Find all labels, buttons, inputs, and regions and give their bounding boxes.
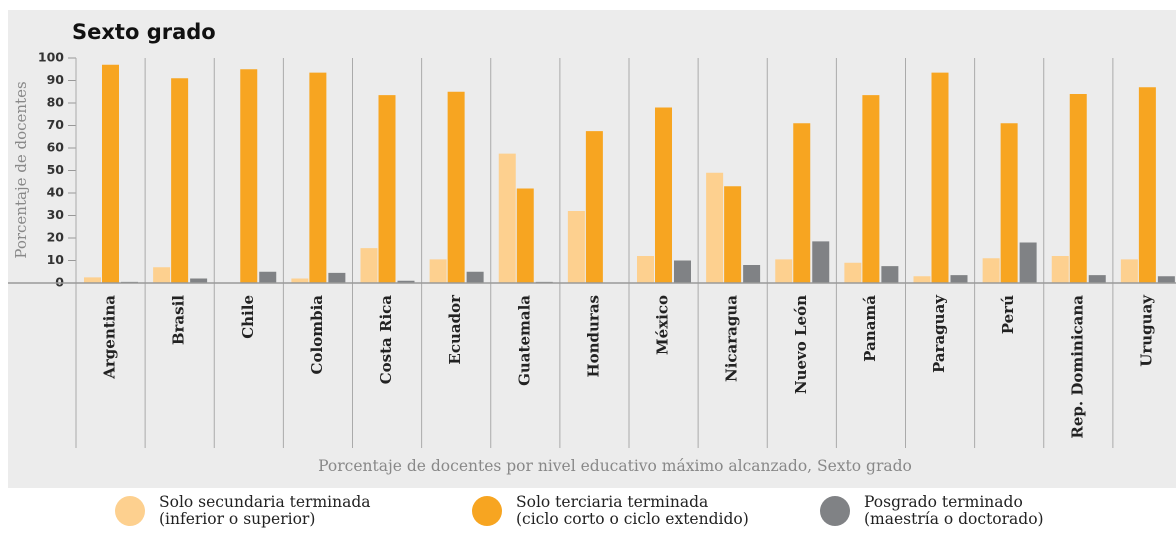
x-tick-label: Paraguay [930,294,948,373]
x-tick-label: Argentina [101,295,119,380]
x-tick-label: Guatemala [515,295,533,386]
legend-swatch [820,496,850,526]
bar [655,107,672,283]
x-tick-label: Perú [999,295,1017,334]
bar [1000,123,1018,283]
bar [982,258,1000,283]
y-tick-label: 90 [47,72,65,87]
bar [706,172,724,283]
bar [637,256,654,283]
y-tick-label: 70 [47,117,65,132]
bar [793,123,811,283]
bar [743,265,761,283]
x-tick-label: Rep. Dominicana [1068,295,1086,439]
y-tick-label: 80 [47,95,65,110]
x-axis-label: Porcentaje de docentes por nivel educati… [318,457,912,475]
bar [844,262,862,283]
x-tick-label: Ecuador [446,294,464,365]
bar [1069,94,1087,283]
legend-swatch [115,496,145,526]
y-tick-label: 20 [47,230,65,245]
bar [447,91,465,283]
bar [309,72,327,283]
y-tick-label: 10 [47,252,65,267]
legend-label: Posgrado terminado (maestría o doctorado… [864,493,1044,528]
y-tick-label: 40 [47,185,65,200]
bar [775,259,793,283]
bar [567,211,585,283]
x-tick-label: Nuevo León [792,295,810,394]
bar [724,186,742,283]
bar [259,271,277,283]
bar [102,64,119,283]
legend-item: Solo terciaria terminada (ciclo corto o … [472,494,749,528]
legend-item: Posgrado terminado (maestría o doctorado… [820,494,1044,528]
bar [378,95,396,283]
bar [950,275,968,283]
y-tick-label: 0 [55,275,64,290]
bar [1019,242,1037,283]
y-tick-label: 60 [47,140,65,155]
x-tick-label: Colombia [308,295,326,375]
x-tick-label: Panamá [861,295,879,362]
legend-swatch [472,496,502,526]
bar [429,259,447,283]
legend-label: Solo terciaria terminada (ciclo corto o … [516,493,749,528]
y-tick-label: 50 [47,162,65,177]
bar [153,267,171,283]
x-tick-label: Brasil [170,295,188,345]
chart-title: Sexto grado [72,20,216,44]
bar [328,272,346,283]
bar [1120,259,1138,283]
x-tick-label: Nicaragua [723,295,741,382]
x-tick-label: Honduras [584,295,602,378]
bar [171,78,189,283]
bar [931,72,949,283]
y-tick-label: 30 [47,207,65,222]
legend-item: Solo secundaria terminada (inferior o su… [115,494,371,528]
bar [360,248,378,283]
bar [913,276,931,283]
bar [397,280,415,283]
y-tick-label: 100 [38,50,64,65]
legend: Solo secundaria terminada (inferior o su… [0,494,1176,534]
x-tick-label: Chile [239,295,257,339]
bar [674,260,691,283]
bar [84,277,101,283]
bar [291,278,309,283]
bar [881,266,899,283]
bar [1157,276,1175,283]
chart: Sexto grado Porcentaje de docentes Porce… [8,10,1176,488]
y-axis-label: Porcentaje de docentes [12,81,30,258]
legend-label: Solo secundaria terminada (inferior o su… [159,493,371,528]
bar [1088,275,1106,283]
bar [812,241,830,283]
bar [240,69,258,283]
bar [1051,256,1069,283]
bar [862,95,880,283]
x-tick-label: Costa Rica [377,295,395,385]
bar [516,188,534,283]
x-tick-label: Uruguay [1137,294,1155,367]
bar [585,131,603,283]
bar [466,271,484,283]
bar [498,153,516,283]
bar [1138,87,1156,283]
x-tick-label: México [654,295,672,355]
bar [190,278,208,283]
